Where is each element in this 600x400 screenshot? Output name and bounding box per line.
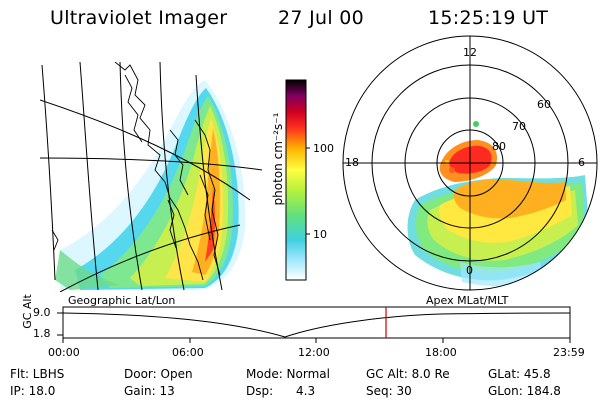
info-ip: IP: 18.0 bbox=[10, 384, 56, 398]
observation-date: 27 Jul 00 bbox=[278, 7, 365, 29]
observation-time: 15:25:19 UT bbox=[428, 7, 549, 29]
mlt-label-18: 18 bbox=[345, 156, 359, 169]
info-gain: Gain: 13 bbox=[124, 384, 175, 398]
mlt-label-6: 6 bbox=[578, 156, 585, 169]
info-door: Door: Open bbox=[124, 367, 193, 381]
info-glon: GLon: 184.8 bbox=[488, 384, 561, 398]
apex-projection-label: Apex MLat/MLT bbox=[426, 294, 509, 307]
lat-label-70: 70 bbox=[512, 120, 526, 133]
timeline-x-tick-0000: 00:00 bbox=[48, 346, 80, 359]
instrument-title: Ultraviolet Imager bbox=[50, 7, 228, 29]
colorbar-tick-10: 10 bbox=[313, 228, 327, 241]
mlt-label-0: 0 bbox=[466, 264, 473, 277]
lat-label-60: 60 bbox=[537, 98, 551, 111]
mlt-label-12: 12 bbox=[463, 46, 477, 59]
timeline-x-tick-2359: 23:59 bbox=[553, 346, 585, 359]
timeline-x-tick-1800: 18:00 bbox=[425, 346, 457, 359]
info-filter: Flt: LBHS bbox=[10, 367, 65, 381]
timeline-y-tick-1: 1.8 bbox=[33, 327, 51, 340]
colorbar-tick-100: 100 bbox=[313, 142, 334, 155]
timeline-y-label: GC Alt bbox=[20, 294, 34, 329]
info-gc-alt: GC Alt: 8.0 Re bbox=[366, 367, 450, 381]
geographic-projection-label: Geographic Lat/Lon bbox=[68, 294, 176, 307]
info-seq: Seq: 30 bbox=[366, 384, 412, 398]
timeline-x-tick-0600: 06:00 bbox=[172, 346, 204, 359]
timeline-y-tick-9: 9.0 bbox=[33, 306, 51, 319]
info-dsp: Dsp: 4.3 bbox=[246, 384, 316, 398]
timeline-x-tick-1200: 12:00 bbox=[298, 346, 330, 359]
lat-label-80: 80 bbox=[492, 140, 506, 153]
info-mode: Mode: Normal bbox=[246, 367, 330, 381]
info-glat: GLat: 45.8 bbox=[488, 367, 551, 381]
